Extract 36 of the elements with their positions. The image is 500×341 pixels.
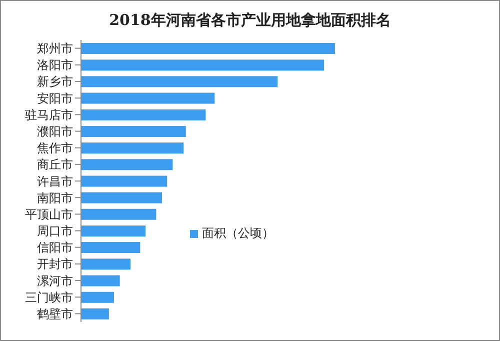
bar — [81, 225, 146, 236]
bar — [81, 43, 335, 54]
y-tick-label: 周口市 — [37, 224, 73, 238]
y-tick-label: 信阳市 — [37, 240, 73, 255]
bar — [81, 159, 173, 170]
y-tick-label: 三门峡市 — [25, 290, 73, 304]
y-tick-label: 商丘市 — [37, 158, 73, 172]
y-tick-label: 新乡市 — [37, 74, 73, 89]
chart-title: 2018年河南省各市产业用地拿地面积排名 — [108, 11, 392, 30]
y-tick-label: 洛阳市 — [37, 58, 73, 72]
bar — [81, 76, 278, 88]
bar — [81, 142, 184, 154]
y-tick-label: 濮阳市 — [37, 124, 73, 138]
bar — [81, 192, 162, 204]
bar — [81, 275, 120, 286]
y-tick-label: 开封市 — [37, 257, 73, 272]
bar — [81, 126, 186, 137]
y-tick-label: 安阳市 — [37, 91, 73, 106]
bar — [81, 176, 168, 187]
bar — [81, 308, 109, 320]
legend-label: 面积（公顷） — [202, 226, 274, 240]
bar — [81, 109, 206, 120]
y-tick-label: 驻马店市 — [25, 108, 73, 122]
bar — [81, 208, 156, 220]
bar — [81, 258, 131, 270]
bar — [81, 92, 215, 104]
y-tick-label: 焦作市 — [37, 141, 73, 156]
bar — [81, 292, 114, 303]
y-tick-label: 许昌市 — [37, 174, 73, 188]
y-tick-label: 漯河市 — [37, 274, 73, 288]
y-tick-label: 平顶山市 — [25, 207, 73, 222]
bar — [81, 60, 324, 71]
bar — [81, 242, 140, 254]
y-tick-label: 郑州市 — [37, 42, 73, 56]
y-tick-label: 南阳市 — [37, 190, 73, 205]
y-tick-label: 鹤壁市 — [37, 306, 73, 321]
